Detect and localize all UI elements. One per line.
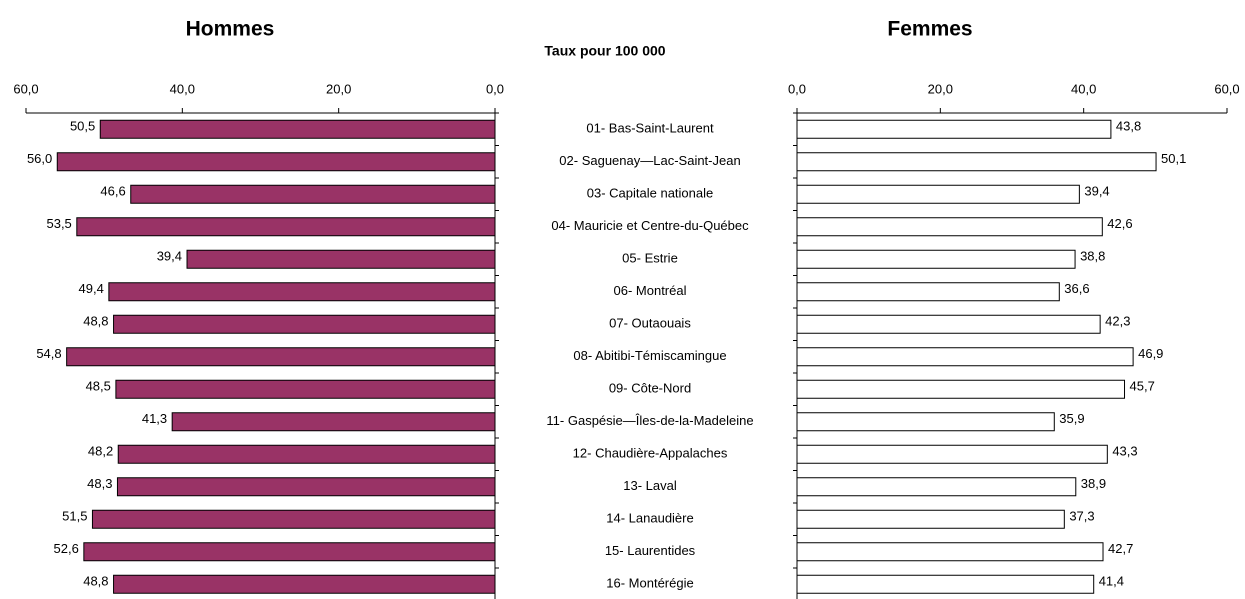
bar <box>796 314 1101 334</box>
x-tick-label: 40,0 <box>170 81 195 96</box>
bar <box>130 184 496 204</box>
category-label: 14- Lanaudière <box>606 511 693 526</box>
value-label: 50,1 <box>1161 151 1186 166</box>
category-label: 13- Laval <box>623 478 677 493</box>
category-label: 04- Mauricie et Centre-du-Québec <box>551 218 749 233</box>
chart-subtitle: Taux pour 100 000 <box>544 43 665 59</box>
value-label: 52,6 <box>54 541 79 556</box>
bar <box>76 217 496 237</box>
value-label: 42,7 <box>1108 541 1133 556</box>
value-label: 53,5 <box>46 216 71 231</box>
bar <box>796 574 1095 594</box>
x-tick-label: 40,0 <box>1071 81 1096 96</box>
value-label: 48,3 <box>87 476 112 491</box>
x-tick-label: 20,0 <box>326 81 351 96</box>
value-label: 39,4 <box>1084 184 1109 199</box>
category-label: 11- Gaspésie—Îles-de-la-Madeleine <box>546 413 753 428</box>
value-label: 36,6 <box>1064 281 1089 296</box>
bar <box>108 282 496 302</box>
value-label: 43,8 <box>1116 119 1141 134</box>
bar <box>796 119 1112 139</box>
value-label: 46,9 <box>1138 346 1163 361</box>
category-label: 16- Montérégie <box>606 576 693 591</box>
bar <box>113 574 496 594</box>
category-label: 08- Abitibi-Témiscamingue <box>573 348 726 363</box>
x-tick-label: 60,0 <box>13 81 38 96</box>
category-label: 03- Capitale nationale <box>587 186 713 201</box>
bar <box>116 477 496 497</box>
bar <box>796 379 1126 399</box>
value-label: 41,3 <box>142 411 167 426</box>
bar <box>796 542 1104 562</box>
x-tick-label: 0,0 <box>486 81 504 96</box>
value-label: 38,9 <box>1081 476 1106 491</box>
category-label: 12- Chaudière-Appalaches <box>573 446 728 461</box>
category-label: 05- Estrie <box>622 251 678 266</box>
bar <box>796 152 1157 172</box>
value-label: 43,3 <box>1112 444 1137 459</box>
category-label: 09- Côte-Nord <box>609 381 691 396</box>
category-label: 01- Bas-Saint-Laurent <box>586 121 714 136</box>
value-label: 37,3 <box>1069 509 1094 524</box>
bar <box>796 509 1065 529</box>
value-label: 51,5 <box>62 509 87 524</box>
bar <box>113 314 496 334</box>
value-label: 35,9 <box>1059 411 1084 426</box>
value-label: 42,3 <box>1105 314 1130 329</box>
bar <box>83 542 496 562</box>
bar <box>66 347 496 367</box>
x-tick-label: 60,0 <box>1214 81 1239 96</box>
value-label: 48,5 <box>86 379 111 394</box>
value-label: 42,6 <box>1107 216 1132 231</box>
bar <box>796 444 1108 464</box>
value-label: 48,2 <box>88 444 113 459</box>
value-label: 46,6 <box>100 184 125 199</box>
value-label: 49,4 <box>79 281 104 296</box>
category-label: 15- Laurentides <box>605 543 696 558</box>
bar <box>56 152 496 172</box>
bar <box>796 249 1076 269</box>
value-label: 39,4 <box>157 249 182 264</box>
panel-title: Hommes <box>186 18 275 41</box>
x-tick-label: 0,0 <box>788 81 806 96</box>
value-label: 48,8 <box>83 314 108 329</box>
value-label: 41,4 <box>1099 574 1124 589</box>
bar <box>796 412 1055 432</box>
category-label: 07- Outaouais <box>609 316 691 331</box>
bar <box>91 509 496 529</box>
bar <box>99 119 496 139</box>
category-label: 06- Montréal <box>614 283 687 298</box>
bar <box>117 444 496 464</box>
value-label: 45,7 <box>1130 379 1155 394</box>
bar <box>796 217 1103 237</box>
panel-title: Femmes <box>887 18 972 41</box>
bar <box>796 347 1134 367</box>
value-label: 38,8 <box>1080 249 1105 264</box>
value-label: 50,5 <box>70 119 95 134</box>
bar <box>796 477 1077 497</box>
bar <box>796 184 1080 204</box>
bar <box>115 379 496 399</box>
value-label: 48,8 <box>83 574 108 589</box>
value-label: 56,0 <box>27 151 52 166</box>
bar <box>171 412 496 432</box>
bar <box>796 282 1060 302</box>
bar <box>186 249 496 269</box>
value-label: 54,8 <box>36 346 61 361</box>
category-label: 02- Saguenay—Lac-Saint-Jean <box>559 153 740 168</box>
x-tick-label: 20,0 <box>928 81 953 96</box>
